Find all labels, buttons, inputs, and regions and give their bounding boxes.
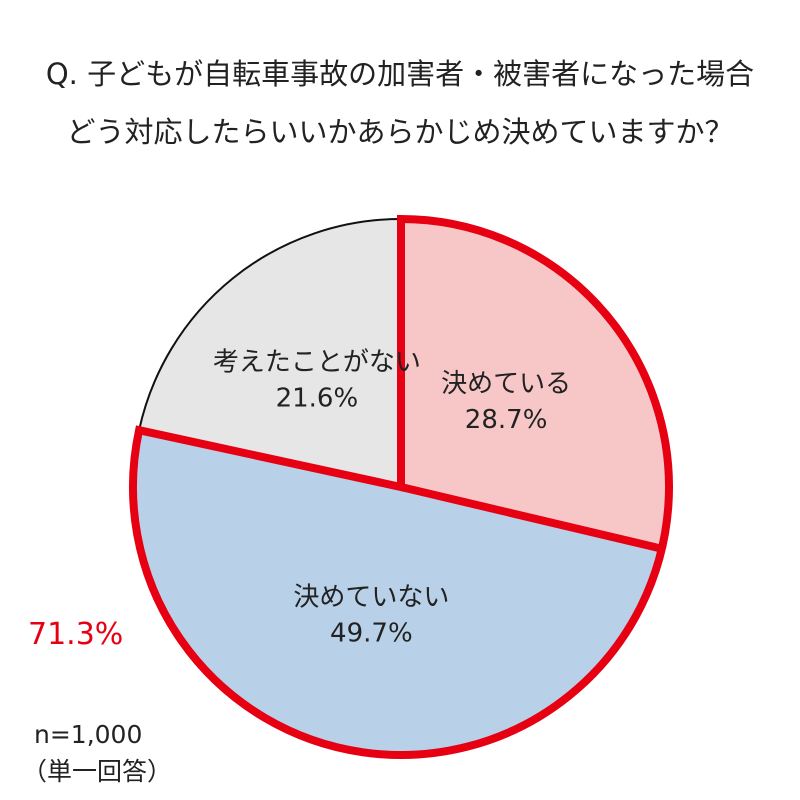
highlight-outline [129,214,673,759]
highlight-total-label: 71.3% [28,617,124,652]
slice-value-1: 28.7% [465,405,548,435]
chart-title-line-2: どう対応したらいいかあらかじめ決めていますか？ [66,115,734,149]
sample-size-note: n=1,000 [34,720,143,749]
slice-value-3: 21.6% [276,384,359,414]
slice-label-2: 決めていない [293,583,449,613]
slice-label-3: 考えたことがない [213,348,421,378]
answer-type-note: （単一回答） [22,757,173,786]
pie-slice-3 [137,217,402,489]
slice-label-1: 決めている [441,369,571,399]
chart-title-line-1: Q. 子どもが自転車事故の加害者・被害者になった場合 [45,57,755,91]
slice-value-2: 49.7% [330,619,413,649]
highlight-divider [400,483,663,553]
